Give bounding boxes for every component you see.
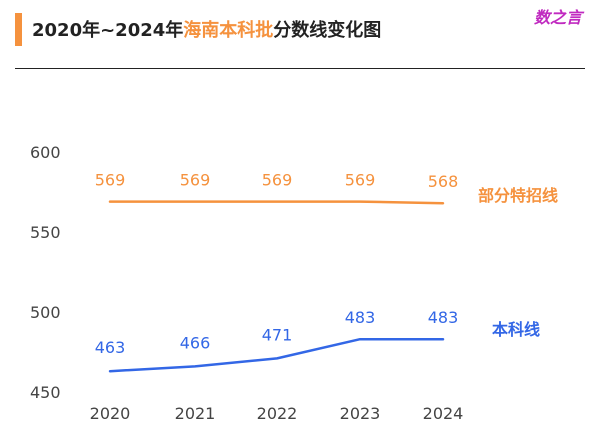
- title-accent-bar: [15, 12, 22, 46]
- x-tick-label: 2024: [423, 404, 464, 423]
- x-tick-label: 2022: [257, 404, 298, 423]
- title-highlight: 海南本科批: [183, 20, 274, 41]
- data-label: 483: [345, 308, 376, 327]
- title-years: 2020年~2024年: [32, 20, 184, 41]
- series-name-label: 本科线: [492, 320, 540, 339]
- series-line-special: [108, 200, 445, 205]
- x-tick-label: 2021: [175, 404, 216, 423]
- data-label: 463: [95, 338, 126, 357]
- series-name-label: 部分特招线: [478, 186, 558, 205]
- data-label: 569: [180, 171, 211, 190]
- brand-logo: 数之言: [533, 8, 582, 27]
- data-label: 569: [262, 171, 293, 190]
- series-line-undergrad: [108, 337, 445, 373]
- y-tick-label: 600: [30, 143, 61, 162]
- chart-title-block: 2020年~2024年海南本科批分数线变化图: [15, 12, 381, 46]
- y-tick-label: 500: [30, 303, 61, 322]
- data-label: 569: [345, 171, 376, 190]
- chart-title: 2020年~2024年海南本科批分数线变化图: [32, 16, 381, 42]
- data-label: 483: [428, 308, 459, 327]
- data-label: 569: [95, 171, 126, 190]
- data-label: 471: [262, 325, 293, 344]
- x-tick-label: 2023: [340, 404, 381, 423]
- x-tick-label: 2020: [90, 404, 131, 423]
- title-divider: [15, 68, 585, 69]
- y-tick-label: 550: [30, 223, 61, 242]
- data-label: 568: [428, 172, 459, 191]
- y-tick-label: 450: [30, 383, 61, 402]
- title-suffix: 分数线变化图: [273, 20, 382, 41]
- data-label: 466: [180, 333, 211, 352]
